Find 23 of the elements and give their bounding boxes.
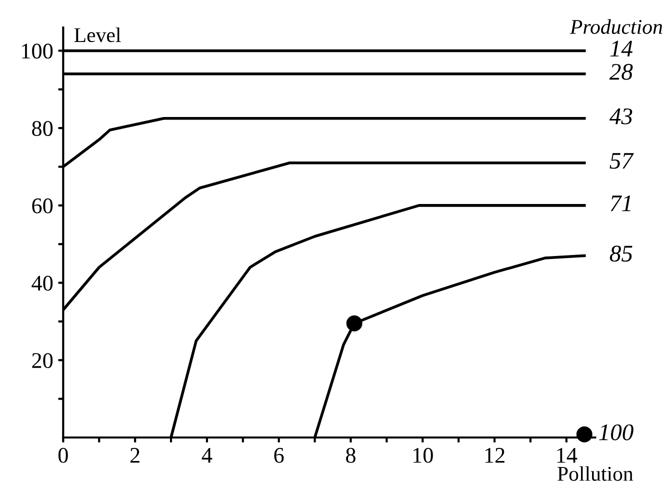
series-label: 85 [610,246,632,262]
x-tick-label: 8 [346,448,356,463]
y-tick-label: 40 [32,276,53,291]
series-label: 28 [609,64,633,80]
y-tick-label: 60 [32,198,53,214]
x-tick-label: 4 [202,448,212,463]
x-axis-title: Pollution [558,466,634,481]
x-tick-label: 0 [58,448,68,463]
series-label: 57 [610,153,634,169]
x-tick-label: 6 [274,448,284,463]
x-tick-label: 12 [485,448,504,463]
y-tick-label: 80 [32,121,53,136]
x-tick-label: 2 [130,448,140,463]
y-tick-label: 100 [22,44,53,59]
series-label: 71 [610,196,630,212]
x-tick-label: 10 [413,448,433,463]
legend-title: Production [570,19,662,34]
series-label: 14 [610,40,632,56]
x-tick-label: 14 [557,448,578,463]
legend-label: 100 [599,424,634,440]
y-axis-title: Level [74,28,121,42]
series-label: 43 [609,108,632,124]
y-tick-label: 20 [32,353,53,368]
